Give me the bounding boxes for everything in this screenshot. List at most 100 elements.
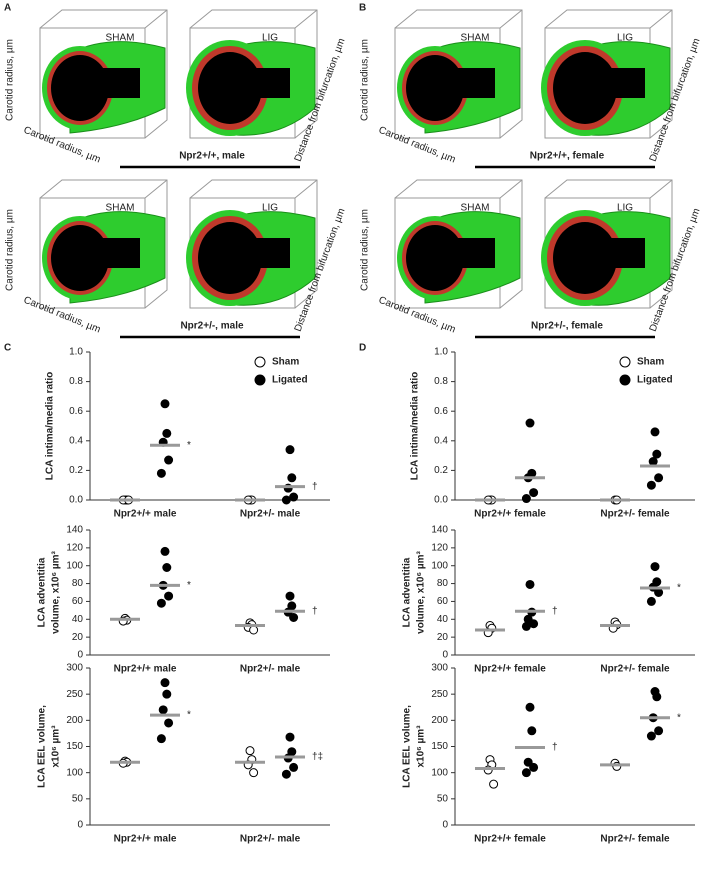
axis-radius-label: Carotid radius, µm xyxy=(360,39,371,121)
significance-mark: * xyxy=(677,712,681,723)
genotype-label: Npr2+/-, male xyxy=(180,321,244,332)
y-tick-label: 20 xyxy=(72,632,84,643)
data-point xyxy=(523,757,533,767)
y-tick-label: 200 xyxy=(66,715,83,726)
data-point xyxy=(160,546,170,556)
data-point xyxy=(162,428,172,438)
data-point xyxy=(521,494,531,504)
render-box-edge xyxy=(394,9,523,139)
data-point xyxy=(160,678,170,688)
condition-label: SHAM xyxy=(106,203,135,214)
data-point xyxy=(525,702,535,712)
y-axis-label: LCA intima/media ratio xyxy=(410,372,421,481)
data-point xyxy=(156,598,166,608)
y-tick-label: 0 xyxy=(77,650,83,661)
data-point xyxy=(249,625,259,635)
condition-label: LIG xyxy=(262,203,278,214)
render-box-edge xyxy=(39,179,168,309)
data-point xyxy=(160,399,170,409)
x-tick-label: Npr2+/+ female xyxy=(474,834,546,845)
panel-label: A xyxy=(4,3,11,14)
genotype-label: Npr2+/+, female xyxy=(530,151,605,162)
data-point xyxy=(525,579,535,589)
data-point xyxy=(646,596,656,606)
panel-label: C xyxy=(4,343,11,354)
significance-mark: † xyxy=(312,606,318,617)
x-tick-label: Npr2+/- male xyxy=(240,509,301,520)
legend-marker xyxy=(619,374,631,386)
y-tick-label: 40 xyxy=(72,614,84,625)
condition-label: SHAM xyxy=(461,33,490,44)
x-tick-label: Npr2+/+ female xyxy=(474,664,546,675)
y-tick-label: 50 xyxy=(437,793,449,804)
y-tick-label: 60 xyxy=(437,596,449,607)
y-tick-label: 60 xyxy=(72,596,84,607)
y-tick-label: 20 xyxy=(437,632,449,643)
x-tick-label: Npr2+/+ male xyxy=(114,509,177,520)
data-point xyxy=(525,418,535,428)
y-tick-label: 100 xyxy=(66,767,83,778)
y-tick-label: 100 xyxy=(431,767,448,778)
data-point xyxy=(521,621,531,631)
y-tick-label: 150 xyxy=(431,741,448,752)
data-point xyxy=(164,718,174,728)
y-axis-label: LCA EEL volume, xyxy=(37,705,48,788)
axis-radius-label: Carotid radius, µm xyxy=(360,209,371,291)
y-tick-label: 250 xyxy=(431,689,448,700)
y-tick-label: 300 xyxy=(66,663,83,674)
significance-mark: * xyxy=(677,583,681,594)
significance-mark: † xyxy=(552,742,558,753)
y-axis-label: x10⁶ µm³ xyxy=(416,725,427,768)
significance-mark: † xyxy=(312,481,318,492)
render-box-edge xyxy=(189,9,318,139)
x-tick-label: Npr2+/- male xyxy=(240,664,301,675)
vessel-cut xyxy=(435,238,495,268)
condition-label: SHAM xyxy=(106,33,135,44)
legend-marker xyxy=(619,356,631,368)
legend-label: Ligated xyxy=(272,375,308,386)
data-point xyxy=(158,705,168,715)
y-tick-label: 80 xyxy=(437,578,449,589)
y-tick-label: 0.4 xyxy=(69,435,83,446)
axis-radius-label: Carotid radius, µm xyxy=(5,39,16,121)
y-tick-label: 1.0 xyxy=(69,347,83,358)
y-tick-label: 0.2 xyxy=(434,465,448,476)
panel-label: B xyxy=(359,3,366,14)
panel-label: D xyxy=(359,343,366,354)
data-point xyxy=(281,769,291,779)
y-tick-label: 200 xyxy=(431,715,448,726)
vessel-cut xyxy=(230,68,290,98)
render-box-edge xyxy=(189,179,318,309)
data-point xyxy=(285,732,295,742)
x-tick-label: Npr2+/- male xyxy=(240,834,301,845)
y-tick-label: 0.0 xyxy=(434,495,448,506)
y-tick-label: 300 xyxy=(431,663,448,674)
vessel-cut xyxy=(80,68,140,98)
y-tick-label: 0 xyxy=(77,820,83,831)
y-tick-label: 50 xyxy=(72,793,84,804)
data-point xyxy=(289,762,299,772)
condition-label: LIG xyxy=(617,33,633,44)
y-tick-label: 0.8 xyxy=(69,376,83,387)
data-point xyxy=(521,768,531,778)
y-axis-label: LCA adventitia xyxy=(402,557,413,627)
y-tick-label: 0.6 xyxy=(434,406,448,417)
significance-mark: * xyxy=(187,440,191,451)
data-point xyxy=(281,495,291,505)
y-axis-label: LCA EEL volume, xyxy=(402,705,413,788)
data-point xyxy=(650,562,660,572)
y-tick-label: 250 xyxy=(66,689,83,700)
data-point xyxy=(285,445,295,455)
data-point xyxy=(162,689,172,699)
x-tick-label: Npr2+/- female xyxy=(600,834,670,845)
vessel-cut xyxy=(585,68,645,98)
y-axis-label: LCA adventitia xyxy=(37,557,48,627)
significance-mark: * xyxy=(187,580,191,591)
data-point xyxy=(654,726,664,736)
y-tick-label: 140 xyxy=(66,525,83,536)
y-axis-label: volume, x10⁶ µm³ xyxy=(51,551,62,634)
vessel-cut xyxy=(435,68,495,98)
data-point xyxy=(245,746,255,756)
vessel-cut xyxy=(585,238,645,268)
